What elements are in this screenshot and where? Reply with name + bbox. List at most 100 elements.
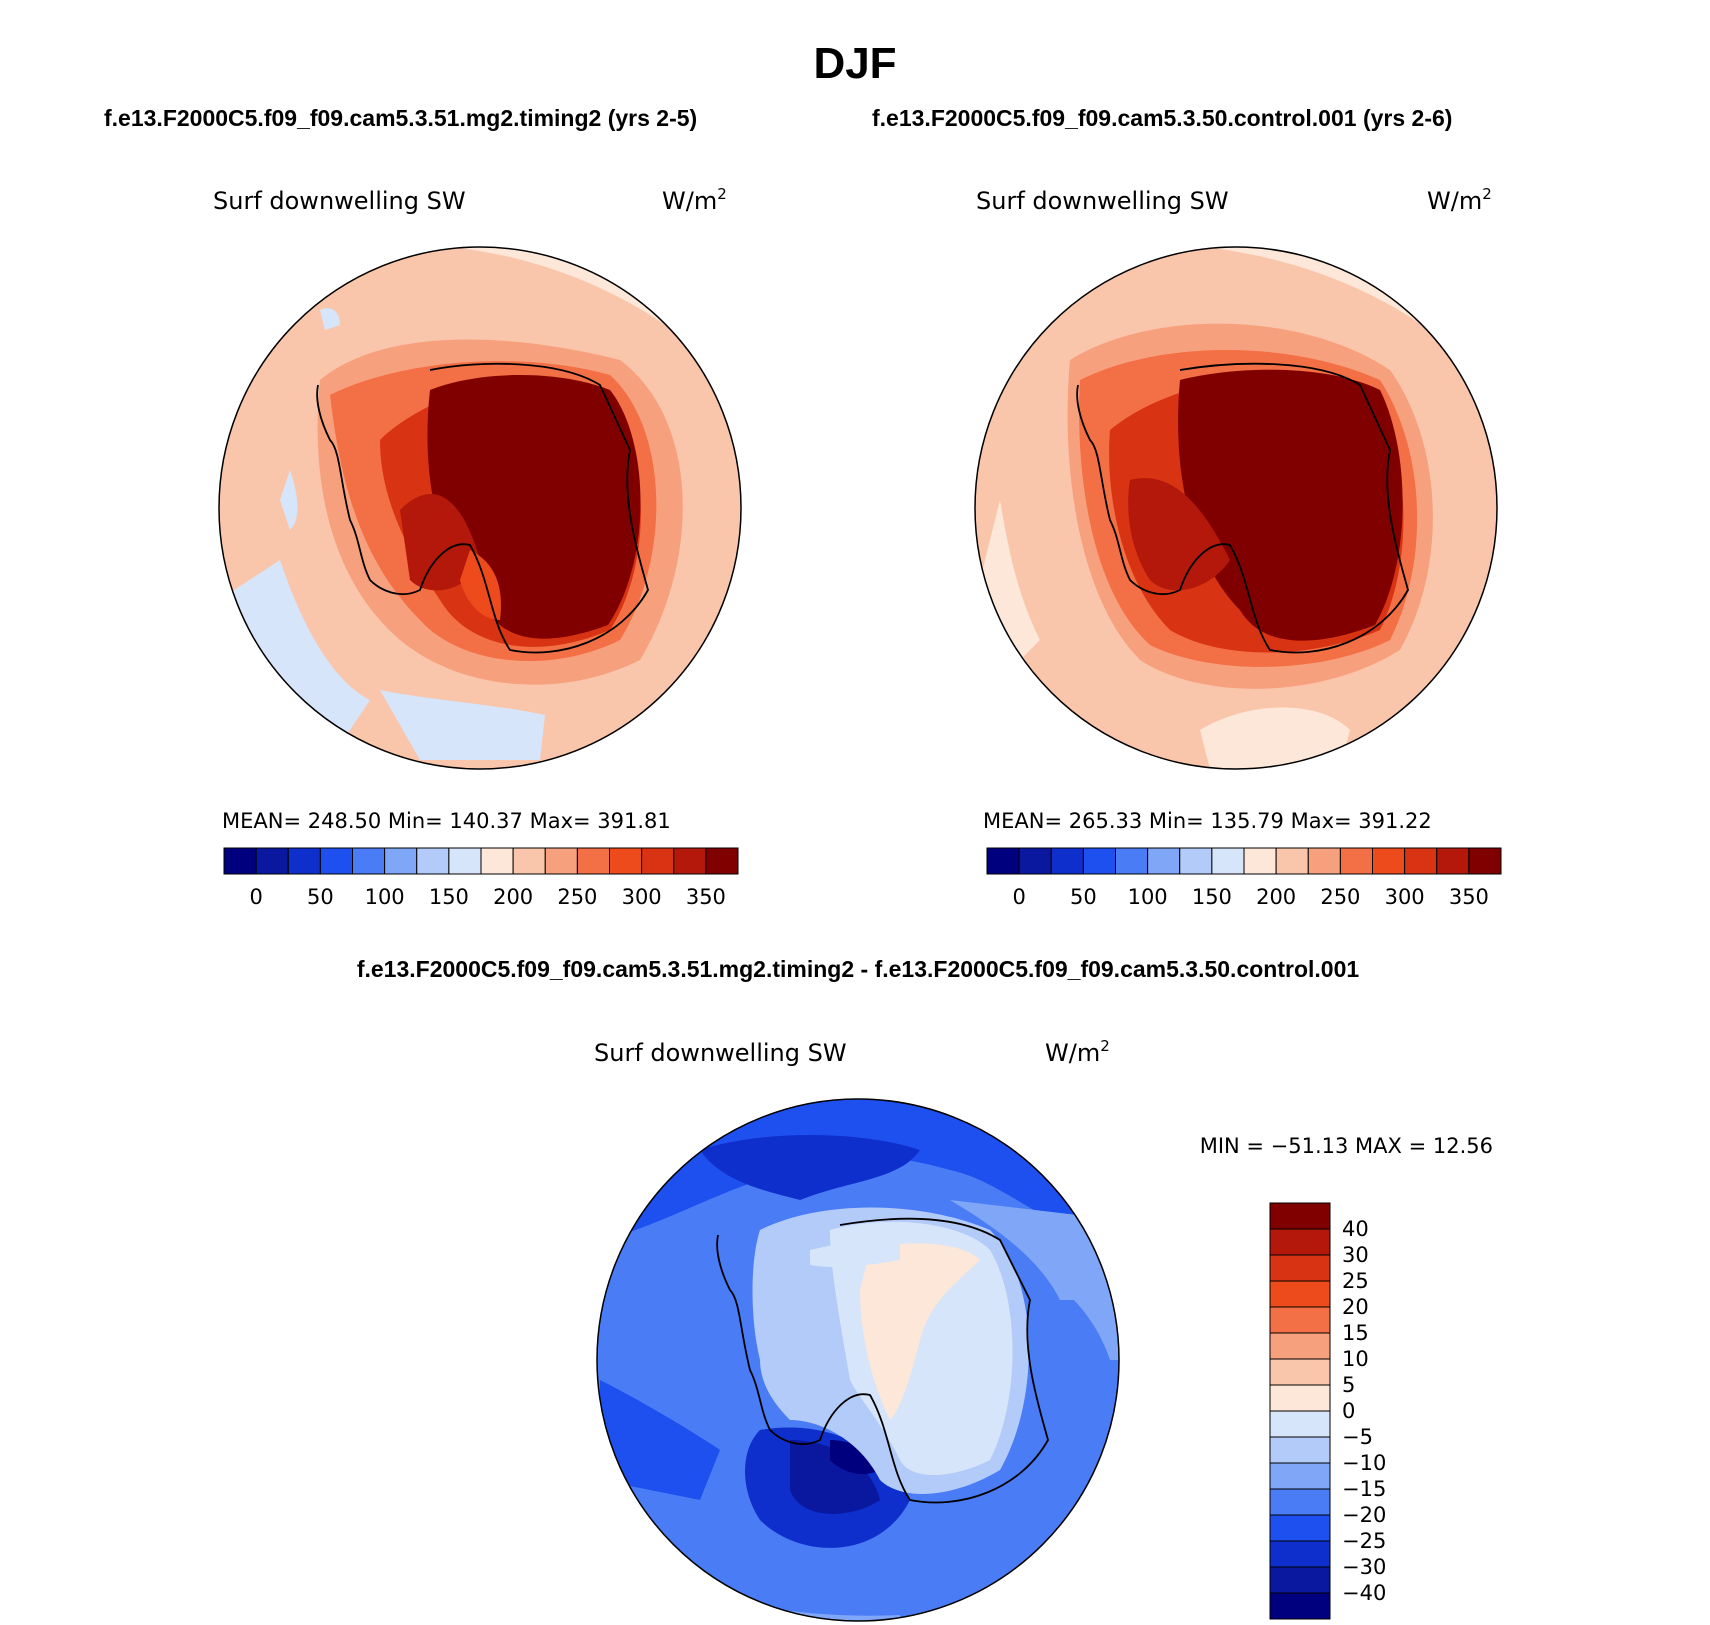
colorbar-c-tick-label: 30	[1342, 1243, 1369, 1267]
panel-case-b: Surf downwelling SW W/m2 MEAN= 265.33 Mi…	[974, 185, 1502, 909]
colorbar-a-swatch	[223, 847, 257, 875]
panel-c-stats: MIN = −51.13 MAX = 12.56	[1200, 1134, 1493, 1158]
colorbar-c-tick-label: 25	[1342, 1269, 1369, 1293]
colorbar-c-swatch	[1269, 1514, 1331, 1542]
colorbar-a-swatch	[255, 847, 289, 875]
colorbar-b-swatch	[1018, 847, 1052, 875]
colorbar-c-swatch	[1269, 1280, 1331, 1308]
colorbar-b-swatch	[1082, 847, 1116, 875]
colorbar-b-swatch	[1372, 847, 1406, 875]
panel-difference: Surf downwelling SW W/m2 MIN = −51.13 MA…	[594, 1037, 1493, 1622]
colorbar-c-tick-label: −25	[1342, 1529, 1386, 1553]
colorbar-a-swatch	[544, 847, 578, 875]
colorbar-c-swatch	[1269, 1306, 1331, 1334]
colorbar-b-swatch	[1339, 847, 1373, 875]
colorbar-b-tick-label: 50	[1070, 885, 1097, 909]
colorbar-a-swatch	[512, 847, 546, 875]
colorbar-b-swatch	[1147, 847, 1181, 875]
colorbar-a-swatch	[480, 847, 514, 875]
colorbar-a-tick-label: 300	[622, 885, 662, 909]
colorbar-c-tick-label: −15	[1342, 1477, 1386, 1501]
map-case-a	[219, 247, 741, 769]
colorbar-c-swatch	[1269, 1358, 1331, 1386]
page-title: DJF	[813, 39, 896, 88]
colorbar-b-swatch	[1436, 847, 1470, 875]
panel-c-variable: Surf downwelling SW	[594, 1039, 847, 1067]
panel-b-stats: MEAN= 265.33 Min= 135.79 Max= 391.22	[983, 809, 1432, 833]
colorbar-b-swatch	[1179, 847, 1213, 875]
case-b-header: f.e13.F2000C5.f09_f09.cam5.3.50.control.…	[872, 105, 1452, 131]
colorbar-a-swatch	[384, 847, 418, 875]
colorbar-a-tick-label: 0	[249, 885, 262, 909]
case-a-header: f.e13.F2000C5.f09_f09.cam5.3.51.mg2.timi…	[104, 105, 697, 131]
colorbar-c-tick-label: −30	[1342, 1555, 1386, 1579]
map-case-b	[975, 247, 1497, 769]
colorbar-a-swatch	[705, 847, 739, 875]
colorbar-c-swatch	[1269, 1254, 1331, 1282]
colorbar-c-swatch	[1269, 1228, 1331, 1256]
colorbar-b-swatch	[986, 847, 1020, 875]
colorbar-c-swatch	[1269, 1592, 1331, 1620]
colorbar-b-swatch	[1211, 847, 1245, 875]
colorbar-a-swatch	[319, 847, 353, 875]
colorbar-a-swatch	[609, 847, 643, 875]
colorbar-c-swatch	[1269, 1332, 1331, 1360]
colorbar-c-swatch	[1269, 1566, 1331, 1594]
colorbar-c-swatch	[1269, 1384, 1331, 1412]
panel-a-variable: Surf downwelling SW	[213, 187, 466, 215]
panel-b-variable: Surf downwelling SW	[976, 187, 1229, 215]
colorbar-a-tick-label: 350	[686, 885, 726, 909]
colorbar-a-swatch	[673, 847, 707, 875]
colorbar-a-tick-label: 50	[307, 885, 334, 909]
colorbar-b-swatch	[1275, 847, 1309, 875]
colorbar-a-swatch	[287, 847, 321, 875]
colorbar-a-swatch	[576, 847, 610, 875]
colorbar-c-tick-label: −40	[1342, 1581, 1386, 1605]
colorbar-b-tick-label: 300	[1385, 885, 1425, 909]
colorbar-a-swatch	[448, 847, 482, 875]
panel-a-units: W/m2	[662, 185, 727, 215]
colorbar-c-swatch	[1269, 1488, 1331, 1516]
colorbar-c-swatch	[1269, 1202, 1331, 1230]
colorbar-b-tick-label: 200	[1256, 885, 1296, 909]
colorbar-a-tick-label: 100	[365, 885, 405, 909]
map-difference	[597, 1099, 1119, 1621]
colorbar-b-swatch	[1404, 847, 1438, 875]
diff-header: f.e13.F2000C5.f09_f09.cam5.3.51.mg2.timi…	[357, 956, 1360, 982]
colorbar-c-tick-label: 5	[1342, 1373, 1355, 1397]
panel-a-stats: MEAN= 248.50 Min= 140.37 Max= 391.81	[222, 809, 671, 833]
colorbar-a-swatch	[641, 847, 675, 875]
colorbar-c-swatch	[1269, 1462, 1331, 1490]
colorbar-c-tick-label: 15	[1342, 1321, 1369, 1345]
colorbar-case-b: 0 50 100 150 200 250 300 350	[986, 847, 1502, 909]
colorbar-c-tick-label: −20	[1342, 1503, 1386, 1527]
colorbar-b-tick-label: 350	[1449, 885, 1489, 909]
colorbar-a-tick-label: 200	[493, 885, 533, 909]
colorbar-b-tick-label: 100	[1128, 885, 1168, 909]
colorbar-c-tick-label: 20	[1342, 1295, 1369, 1319]
panel-c-units: W/m2	[1045, 1037, 1110, 1067]
colorbar-b-swatch	[1050, 847, 1084, 875]
colorbar-b-swatch	[1307, 847, 1341, 875]
colorbar-c-tick-label: 0	[1342, 1399, 1355, 1423]
colorbar-b-swatch	[1468, 847, 1502, 875]
colorbar-b-tick-label: 250	[1320, 885, 1360, 909]
colorbar-c-tick-label: 40	[1342, 1217, 1369, 1241]
colorbar-b-tick-label: 150	[1192, 885, 1232, 909]
colorbar-a-swatch	[352, 847, 386, 875]
colorbar-c-tick-label: 10	[1342, 1347, 1369, 1371]
panel-b-units: W/m2	[1427, 185, 1492, 215]
colorbar-b-tick-label: 0	[1012, 885, 1025, 909]
colorbar-c-swatch	[1269, 1540, 1331, 1568]
colorbar-case-a: 0 50 100 150 200 250 300 350	[223, 847, 739, 909]
colorbar-b-swatch	[1115, 847, 1149, 875]
colorbar-c-swatch	[1269, 1410, 1331, 1438]
colorbar-a-swatch	[416, 847, 450, 875]
colorbar-a-tick-label: 150	[429, 885, 469, 909]
colorbar-b-swatch	[1243, 847, 1277, 875]
colorbar-c-swatch	[1269, 1436, 1331, 1464]
colorbar-c-tick-label: −5	[1342, 1425, 1373, 1449]
panel-case-a: Surf downwelling SW W/m2 MEAN= 248.50 Mi…	[213, 185, 742, 909]
